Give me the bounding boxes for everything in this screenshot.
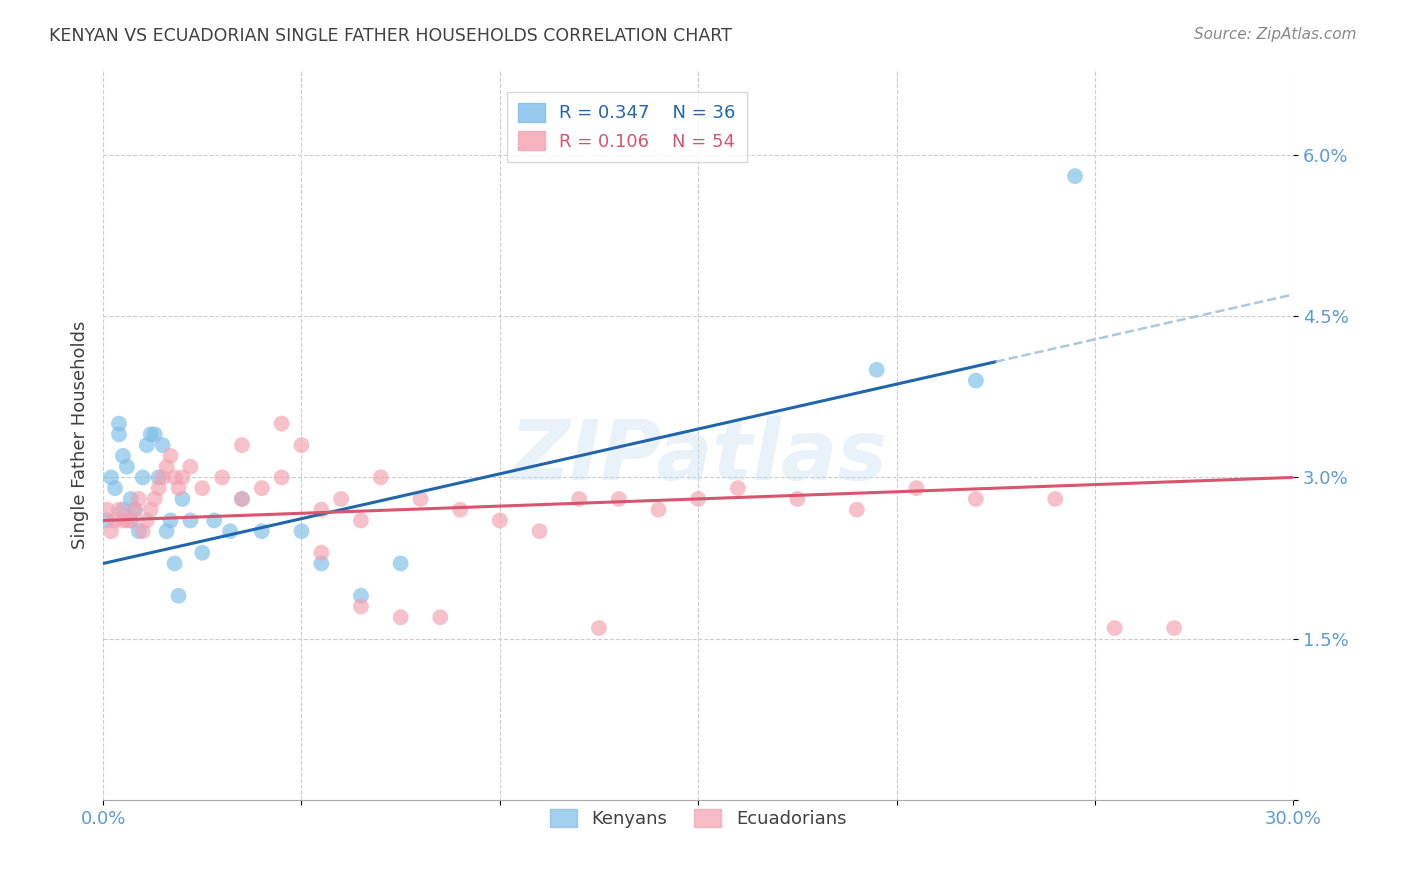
Point	[270, 417, 292, 431]
Point	[155, 524, 177, 539]
Point	[311, 502, 333, 516]
Y-axis label: Single Father Households: Single Father Households	[72, 320, 89, 549]
Point	[120, 491, 142, 506]
Point	[905, 481, 928, 495]
Point	[143, 491, 166, 506]
Point	[866, 363, 889, 377]
Point	[1064, 169, 1087, 183]
Point	[172, 470, 194, 484]
Point	[231, 491, 253, 506]
Point	[139, 427, 162, 442]
Point	[128, 524, 150, 539]
Point	[108, 417, 131, 431]
Point	[132, 470, 155, 484]
Legend: Kenyans, Ecuadorians: Kenyans, Ecuadorians	[543, 801, 853, 835]
Point	[202, 513, 225, 527]
Point	[330, 491, 353, 506]
Point	[965, 491, 987, 506]
Point	[350, 599, 373, 614]
Point	[290, 524, 312, 539]
Point	[231, 491, 253, 506]
Point	[115, 513, 138, 527]
Point	[179, 459, 201, 474]
Point	[409, 491, 432, 506]
Point	[588, 621, 610, 635]
Point	[108, 502, 131, 516]
Text: KENYAN VS ECUADORIAN SINGLE FATHER HOUSEHOLDS CORRELATION CHART: KENYAN VS ECUADORIAN SINGLE FATHER HOUSE…	[49, 27, 733, 45]
Point	[124, 502, 146, 516]
Point	[647, 502, 669, 516]
Point	[135, 513, 157, 527]
Point	[845, 502, 868, 516]
Point	[120, 513, 142, 527]
Point	[124, 502, 146, 516]
Point	[179, 513, 201, 527]
Point	[155, 459, 177, 474]
Point	[100, 470, 122, 484]
Point	[152, 470, 174, 484]
Point	[250, 524, 273, 539]
Point	[128, 491, 150, 506]
Point	[1163, 621, 1185, 635]
Point	[159, 513, 181, 527]
Point	[100, 524, 122, 539]
Text: Source: ZipAtlas.com: Source: ZipAtlas.com	[1194, 27, 1357, 42]
Point	[104, 481, 127, 495]
Point	[191, 546, 214, 560]
Point	[132, 524, 155, 539]
Point	[115, 459, 138, 474]
Text: ZIPatlas: ZIPatlas	[509, 416, 887, 497]
Point	[1104, 621, 1126, 635]
Point	[786, 491, 808, 506]
Point	[148, 481, 170, 495]
Point	[250, 481, 273, 495]
Point	[350, 513, 373, 527]
Point	[965, 374, 987, 388]
Point	[389, 557, 412, 571]
Point	[111, 449, 134, 463]
Point	[389, 610, 412, 624]
Point	[108, 427, 131, 442]
Point	[96, 502, 118, 516]
Point	[172, 491, 194, 506]
Point	[135, 438, 157, 452]
Point	[219, 524, 242, 539]
Point	[111, 513, 134, 527]
Point	[370, 470, 392, 484]
Point	[148, 470, 170, 484]
Point	[1045, 491, 1067, 506]
Point	[688, 491, 710, 506]
Point	[568, 491, 591, 506]
Point	[163, 557, 186, 571]
Point	[120, 513, 142, 527]
Point	[104, 513, 127, 527]
Point	[211, 470, 233, 484]
Point	[111, 502, 134, 516]
Point	[311, 546, 333, 560]
Point	[152, 438, 174, 452]
Point	[96, 513, 118, 527]
Point	[290, 438, 312, 452]
Point	[311, 557, 333, 571]
Point	[163, 470, 186, 484]
Point	[488, 513, 510, 527]
Point	[449, 502, 471, 516]
Point	[167, 589, 190, 603]
Point	[167, 481, 190, 495]
Point	[429, 610, 451, 624]
Point	[727, 481, 749, 495]
Point	[529, 524, 551, 539]
Point	[270, 470, 292, 484]
Point	[143, 427, 166, 442]
Point	[191, 481, 214, 495]
Point	[139, 502, 162, 516]
Point	[607, 491, 630, 506]
Point	[231, 438, 253, 452]
Point	[350, 589, 373, 603]
Point	[159, 449, 181, 463]
